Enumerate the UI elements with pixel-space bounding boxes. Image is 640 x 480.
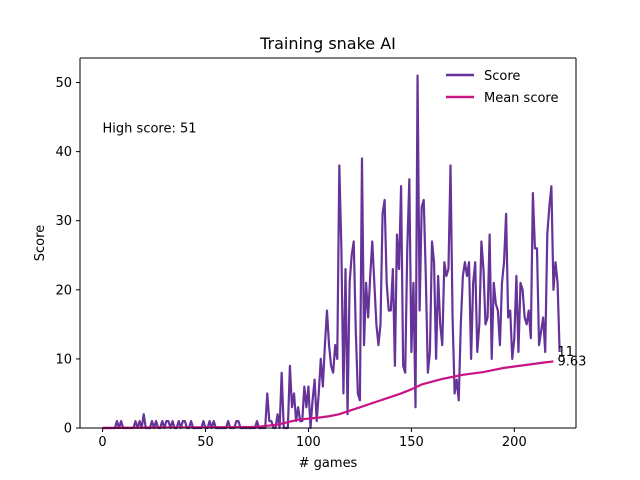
x-tick-label: 0 bbox=[98, 435, 106, 450]
y-tick-label: 30 bbox=[55, 214, 72, 229]
y-tick-label: 20 bbox=[55, 283, 72, 298]
annotation-last-score: 11 bbox=[557, 345, 574, 360]
y-tick-label: 40 bbox=[55, 145, 72, 160]
y-tick-label: 10 bbox=[55, 352, 72, 367]
mean-score-line bbox=[102, 360, 554, 430]
y-tick-label: 0 bbox=[64, 422, 72, 437]
plot-area bbox=[80, 58, 576, 428]
x-tick-label: 100 bbox=[296, 435, 321, 450]
y-axis-ticks: 0 10 20 30 40 50 bbox=[55, 76, 80, 437]
legend-label-score: Score bbox=[484, 69, 520, 84]
x-axis-ticks: 0 50 100 150 200 bbox=[98, 428, 527, 450]
score-line bbox=[102, 74, 561, 430]
chart-title: Training snake AI bbox=[259, 34, 396, 53]
annotation-last-mean: 9.63 bbox=[557, 354, 586, 369]
x-axis-label: # games bbox=[299, 456, 358, 471]
y-tick-label: 50 bbox=[55, 76, 72, 91]
legend-label-mean-score: Mean score bbox=[484, 91, 558, 106]
annotation-high-score: High score: 51 bbox=[103, 121, 197, 136]
series-layer bbox=[102, 74, 561, 430]
legend: Score Mean score bbox=[446, 69, 558, 106]
x-tick-label: 50 bbox=[197, 435, 214, 450]
x-tick-label: 200 bbox=[502, 435, 527, 450]
y-axis-label: Score bbox=[33, 225, 48, 261]
x-tick-label: 150 bbox=[399, 435, 424, 450]
